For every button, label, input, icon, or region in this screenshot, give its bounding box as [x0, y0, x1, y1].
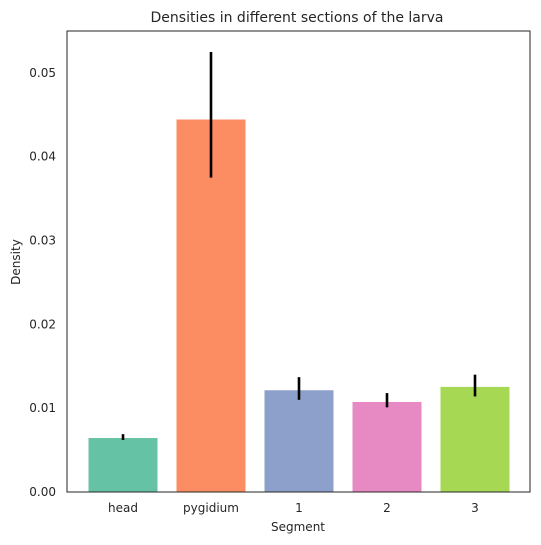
y-tick-label: 0.00	[29, 485, 56, 499]
y-tick-label: 0.04	[29, 150, 56, 164]
x-tick-label: head	[108, 501, 138, 515]
x-axis-label: Segment	[271, 520, 325, 534]
x-axis-ticks: head pygidium 1 2 3	[108, 501, 479, 515]
chart-title: Densities in different sections of the l…	[151, 10, 444, 26]
x-tick-label: 2	[383, 501, 391, 515]
bar-1	[263, 389, 335, 493]
plot-frame	[66, 30, 531, 493]
y-axis-ticks: 0.00 0.01 0.02 0.03 0.04 0.05	[29, 66, 56, 499]
bars-group	[87, 118, 511, 493]
x-tick-label: 3	[471, 501, 479, 515]
bar-head	[87, 437, 159, 493]
x-tick-label: pygidium	[183, 501, 239, 515]
y-tick-label: 0.03	[29, 234, 56, 248]
bar-pygidium	[175, 118, 247, 493]
bar-3	[439, 385, 511, 493]
x-tick-label: 1	[295, 501, 303, 515]
y-tick-label: 0.01	[29, 401, 56, 415]
y-axis-label: Density	[9, 239, 23, 285]
error-bars-group	[121, 51, 477, 441]
y-tick-label: 0.05	[29, 66, 56, 80]
bar-2	[351, 400, 423, 493]
y-tick-label: 0.02	[29, 317, 56, 331]
